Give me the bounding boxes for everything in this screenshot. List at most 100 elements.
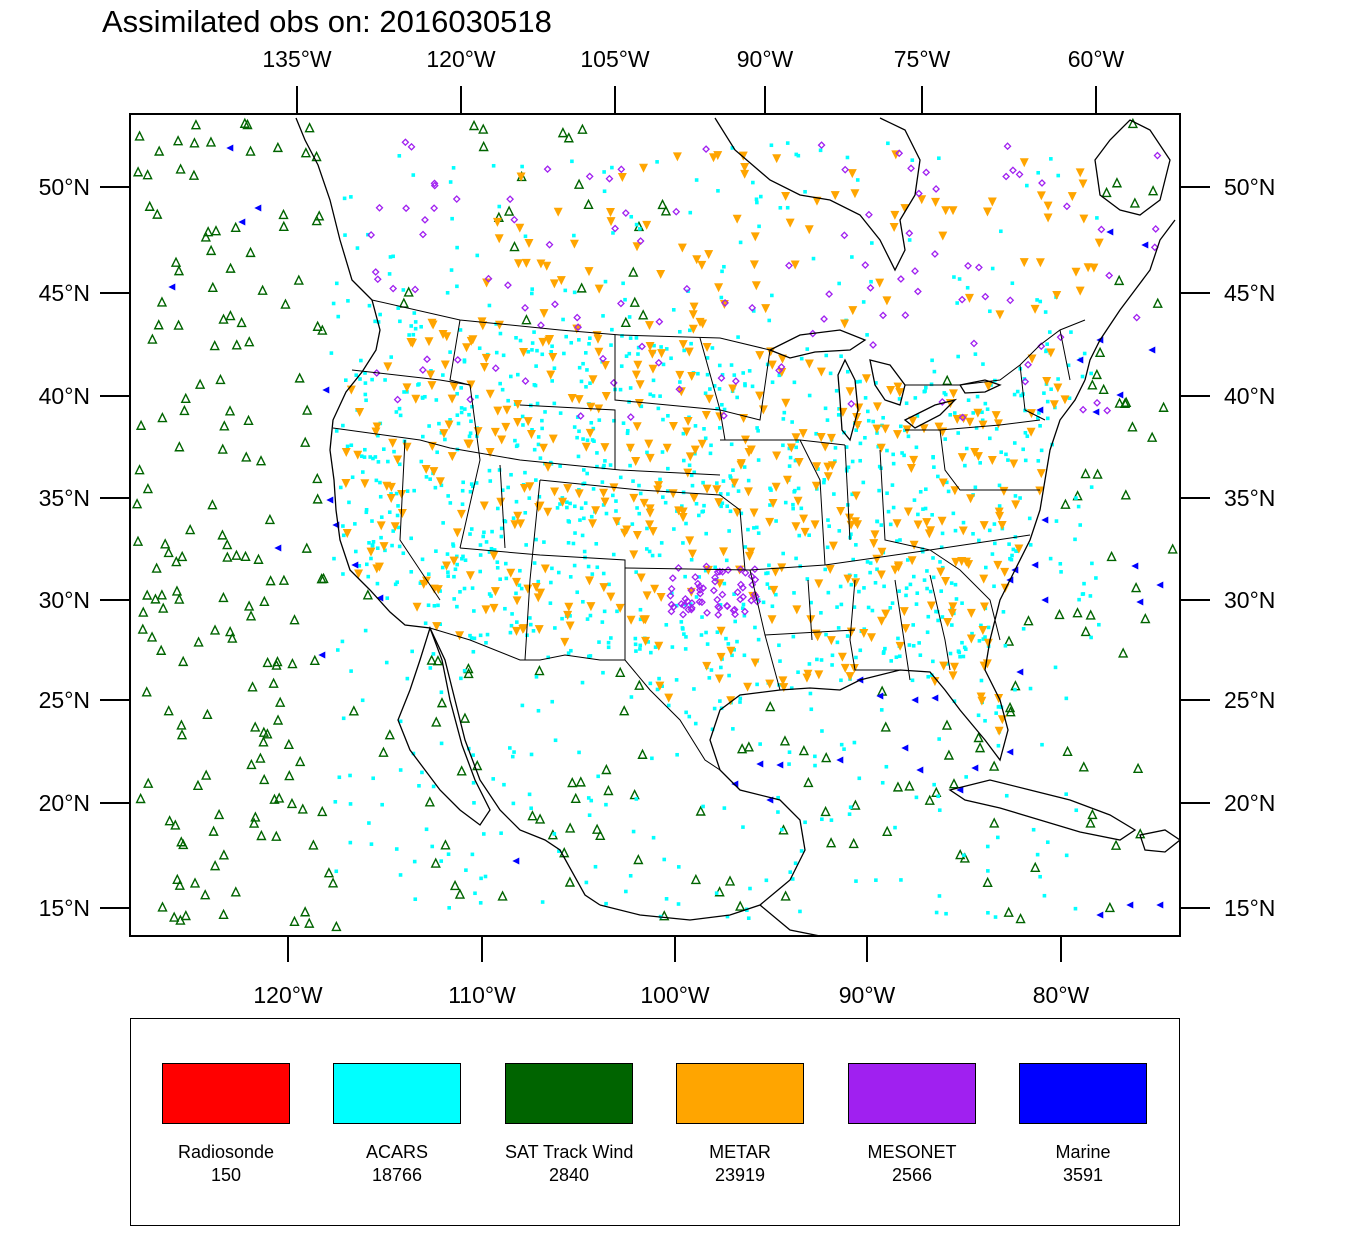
acars-marker: [1073, 537, 1077, 542]
mesonet-marker: [733, 588, 742, 597]
acars-marker: [478, 553, 483, 557]
metar-marker: [1027, 354, 1037, 364]
acars-marker: [637, 483, 641, 488]
mesonet-marker: [1153, 151, 1162, 160]
metar-marker: [564, 602, 574, 612]
sat-track-wind-marker: [1015, 913, 1026, 924]
metar-marker: [791, 433, 801, 443]
acars-marker: [471, 753, 475, 757]
acars-marker: [462, 358, 467, 362]
acars-marker: [378, 480, 382, 485]
mesonet-marker: [551, 300, 559, 309]
acars-marker: [688, 210, 693, 215]
sat-track-wind-marker: [283, 738, 294, 750]
mesonet-marker: [714, 610, 723, 619]
acars-marker: [348, 840, 353, 845]
acars-marker: [373, 455, 378, 459]
acars-marker: [906, 434, 911, 439]
acars-marker: [1035, 298, 1039, 302]
acars-marker: [870, 608, 875, 613]
metar-marker: [973, 408, 983, 418]
acars-marker: [752, 526, 756, 530]
metar-marker: [816, 367, 826, 377]
acars-marker: [394, 491, 399, 496]
acars-marker: [674, 678, 679, 682]
metar-marker: [585, 428, 595, 438]
acars-marker: [715, 630, 720, 635]
acars-marker: [515, 620, 519, 624]
acars-marker: [424, 827, 429, 832]
metar-marker: [599, 583, 609, 593]
acars-marker: [359, 454, 364, 458]
acars-marker: [435, 450, 439, 455]
sat-track-wind-marker: [246, 758, 257, 770]
acars-marker: [1056, 377, 1060, 381]
acars-marker: [746, 916, 751, 920]
acars-marker: [999, 450, 1004, 454]
acars-marker: [555, 506, 560, 510]
acars-marker: [363, 447, 367, 452]
acars-marker: [367, 303, 372, 308]
acars-marker: [725, 914, 730, 919]
acars-marker: [349, 669, 353, 673]
acars-marker: [1010, 553, 1014, 558]
metar-marker: [845, 387, 855, 397]
metar-marker: [514, 259, 523, 269]
acars-marker: [889, 659, 894, 663]
acars-marker: [754, 525, 759, 530]
acars-marker: [729, 442, 734, 447]
sat-track-wind-marker: [576, 282, 587, 293]
mesonet-marker: [723, 602, 732, 611]
sat-track-wind-marker: [577, 123, 588, 134]
metar-marker: [393, 455, 403, 465]
acars-marker: [720, 501, 725, 506]
acars-marker: [343, 378, 348, 382]
sat-track-wind-marker: [948, 778, 960, 789]
left-lat-label: 45°N: [39, 280, 90, 306]
metar-marker: [341, 447, 351, 457]
metar-marker: [402, 383, 412, 393]
sat-track-wind-marker: [308, 839, 319, 850]
acars-marker: [472, 801, 476, 805]
acars-marker: [536, 708, 541, 713]
acars-marker: [601, 503, 606, 507]
acars-marker: [587, 342, 591, 346]
acars-marker: [487, 550, 492, 554]
top-lon-label: 135°W: [262, 46, 332, 72]
acars-marker: [576, 454, 581, 459]
acars-marker: [531, 629, 536, 633]
metar-marker: [629, 550, 639, 560]
acars-marker: [386, 459, 390, 464]
sat-track-wind-marker: [633, 853, 644, 865]
acars-marker: [631, 829, 636, 834]
sat-track-wind-marker: [1158, 401, 1169, 412]
acars-marker: [437, 421, 441, 426]
acars-marker: [661, 495, 665, 499]
sat-track-wind-marker: [209, 339, 220, 351]
acars-marker: [354, 549, 358, 554]
acars-marker: [584, 351, 588, 355]
metar-marker: [889, 222, 899, 232]
lake-superior: [768, 329, 867, 359]
metar-marker: [360, 479, 370, 489]
acars-marker: [1011, 547, 1016, 552]
acars-marker: [944, 911, 948, 916]
acars-marker: [381, 447, 386, 451]
metar-marker: [543, 462, 553, 472]
right-lat-label: 40°N: [1224, 383, 1275, 409]
sat-track-wind-marker: [201, 769, 212, 780]
acars-marker: [448, 350, 452, 354]
metar-marker: [770, 567, 780, 577]
metar-marker: [689, 302, 699, 312]
acars-marker: [514, 335, 518, 340]
sat-track-wind-marker: [164, 815, 175, 826]
acars-marker: [455, 391, 459, 396]
mesonet-marker: [714, 602, 723, 611]
acars-marker: [638, 607, 643, 612]
acars-marker: [787, 464, 792, 468]
sat-track-wind-marker: [209, 860, 221, 871]
acars-marker: [370, 543, 375, 548]
acars-marker: [730, 146, 735, 150]
acars-marker: [412, 859, 417, 864]
